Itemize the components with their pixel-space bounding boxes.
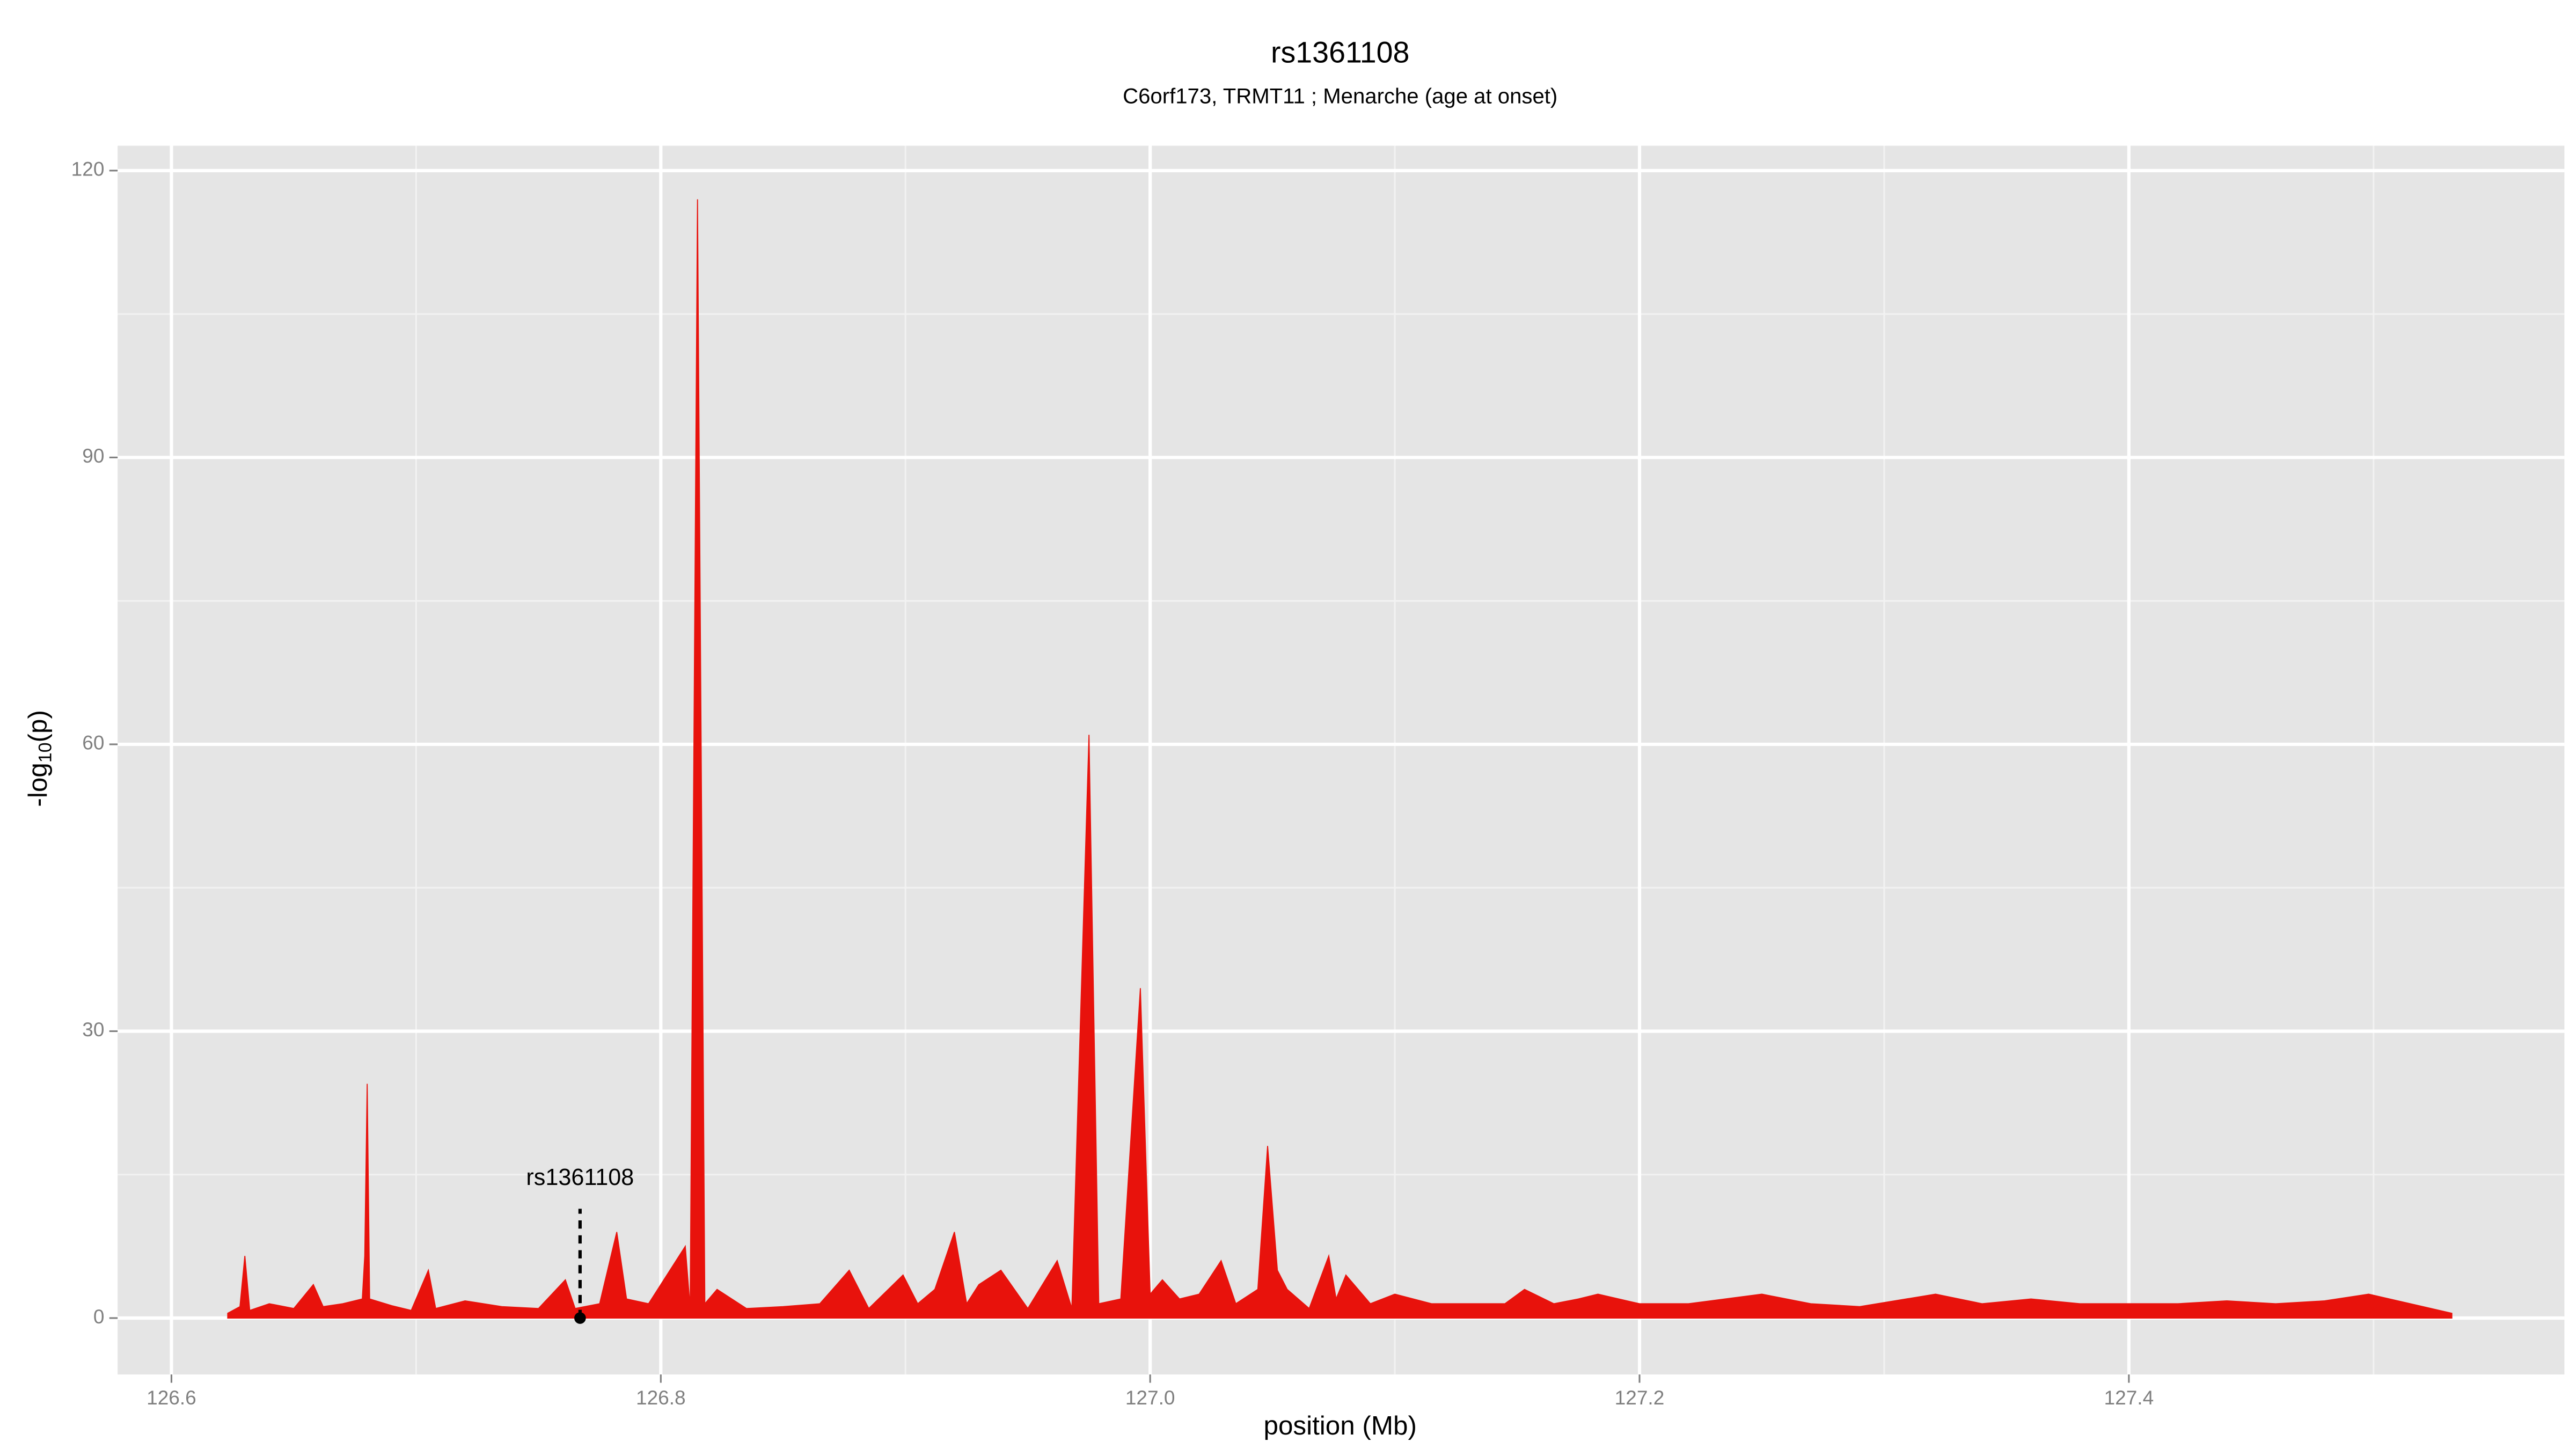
y-tick-label: 120 [71, 158, 105, 180]
x-tick-label: 127.2 [1615, 1386, 1665, 1409]
x-tick-label: 127.4 [2104, 1386, 2154, 1409]
area [227, 199, 2453, 1319]
annotation-label: rs1361108 [526, 1165, 634, 1190]
plot-panel [118, 145, 2565, 1375]
y-tick-label: 30 [82, 1018, 104, 1041]
y-tick-label: 0 [93, 1305, 105, 1328]
y-axis-label: -log10(p) [23, 710, 55, 807]
y-tick-label: 60 [82, 731, 104, 754]
x-tick-label: 126.6 [147, 1386, 196, 1409]
chart-title: rs1361108 [1271, 36, 1409, 69]
annotation-point [574, 1312, 586, 1324]
y-tick-label: 90 [82, 444, 104, 467]
x-axis-label: position (Mb) [1264, 1411, 1417, 1440]
x-tick-label: 126.8 [636, 1386, 686, 1409]
x-tick-label: 127.0 [1125, 1386, 1175, 1409]
y-label-sub: 10 [35, 742, 55, 763]
chart-subtitle: C6orf173, TRMT11 ; Menarche (age at onse… [1123, 84, 1557, 108]
y-label-part: (p) [23, 710, 53, 742]
y-label-part: -log [23, 763, 53, 807]
